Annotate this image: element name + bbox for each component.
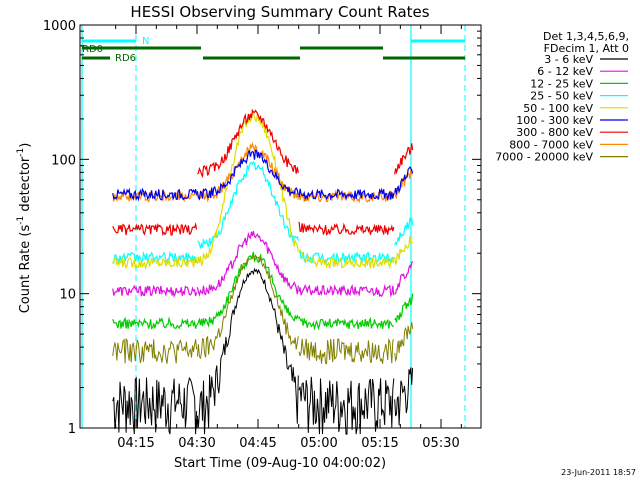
series-path (112, 376, 198, 435)
series-path (112, 338, 198, 364)
x-tick-label: 05:30 (422, 436, 459, 451)
series-path (394, 322, 414, 363)
series-path (394, 293, 414, 323)
series-path (196, 108, 299, 179)
series-path (196, 230, 299, 297)
y-tick-label: 1000 (43, 19, 76, 34)
series-path (394, 261, 414, 295)
series-path (112, 256, 198, 271)
y-axis-label-sup2: -1 (16, 148, 26, 157)
series-line (112, 111, 413, 271)
x-tick-label: 05:00 (300, 436, 337, 451)
series-path (112, 284, 198, 298)
x-tick-label: 04:45 (239, 436, 276, 451)
series-line (112, 230, 414, 298)
y-axis-label: Count Rate (s-1 detector-1) (16, 143, 33, 314)
series-path (196, 141, 299, 203)
x-axis: 04:15 04:30 04:45 05:00 05:15 05:30 (115, 25, 462, 451)
series-path (112, 189, 198, 204)
series-path (394, 236, 413, 266)
timestamp: 23-Jun-2011 18:57 (561, 468, 636, 477)
series-path (298, 316, 395, 331)
x-tick-label: 05:15 (361, 436, 398, 451)
series-path (394, 143, 414, 175)
y-axis-label-mid: detector (18, 156, 33, 216)
chart-title: HESSI Observing Summary Count Rates (130, 3, 429, 21)
series-line (112, 108, 414, 237)
legend-header: Det 1,3,4,5,6,9, (543, 30, 629, 43)
plot-frame (79, 24, 482, 429)
flag-rd0-label: RD0 (82, 44, 103, 55)
series-path (298, 283, 395, 298)
legend-label: 6 - 12 keV (537, 65, 593, 78)
series-path (298, 250, 395, 265)
series-line (112, 160, 414, 265)
series-path (394, 367, 414, 426)
series-path (298, 248, 395, 270)
series-path (196, 267, 299, 435)
series-line (112, 251, 414, 331)
legend-label: 12 - 25 keV (530, 77, 593, 90)
series-path (196, 251, 299, 328)
series-path (112, 187, 198, 202)
plot-area: N RD0 RD6 (81, 25, 466, 435)
legend-label: 100 - 300 keV (516, 114, 593, 127)
legend-label: 7000 - 20000 keV (495, 151, 593, 164)
y-axis-label-sup1: -1 (16, 216, 26, 225)
legend-label: 50 - 100 keV (523, 102, 593, 115)
x-axis-label: Start Time (09-Aug-10 04:00:02) (174, 456, 386, 471)
series-path (112, 222, 198, 237)
legend-label: 25 - 50 keV (530, 90, 593, 103)
series-path (112, 250, 198, 265)
series-path (394, 216, 414, 246)
legend-label: 300 - 800 keV (516, 126, 593, 139)
y-tick-label: 10 (59, 288, 76, 303)
series-path (196, 149, 299, 201)
x-tick-label: 04:15 (117, 436, 154, 451)
y-axis: 1 10 100 1000 (43, 19, 481, 437)
series-line (112, 254, 414, 365)
y-tick-label: 100 (51, 153, 76, 168)
series-path (298, 376, 395, 435)
y-axis-label-main: Count Rate (s (18, 225, 33, 314)
legend-header: FDecim 1, Att 0 (544, 42, 629, 55)
series-path (196, 254, 299, 360)
legend: Det 1,3,4,5,6,9,FDecim 1, Att 03 - 6 keV… (495, 30, 629, 164)
series-line (112, 149, 414, 202)
series-line (112, 267, 414, 435)
series-path (298, 187, 395, 202)
series-path (112, 316, 198, 330)
series-path (394, 166, 414, 195)
series-path (298, 221, 395, 236)
flag-n-label: N (142, 36, 149, 47)
series-path (394, 168, 413, 200)
y-axis-label-end: ) (18, 143, 33, 148)
legend-label: 800 - 7000 keV (509, 138, 593, 151)
flag-rd6-label: RD6 (115, 53, 136, 64)
legend-label: 3 - 6 keV (544, 53, 593, 66)
y-tick-label: 1 (68, 422, 76, 437)
x-tick-label: 04:30 (178, 436, 215, 451)
series-path (298, 337, 395, 365)
